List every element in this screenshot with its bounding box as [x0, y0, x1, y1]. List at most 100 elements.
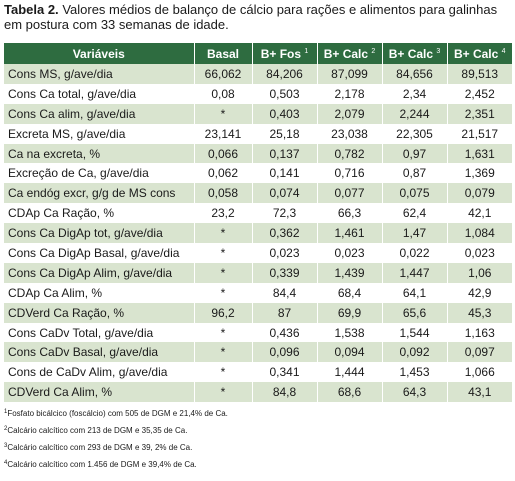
variable-name-cell: Cons CaDv Basal, g/ave/dia — [8, 345, 159, 360]
table-row: CDAp Ca Alim, % * 84,4 68,4 64,1 42,9 — [4, 282, 512, 303]
value-cell: 42,9 — [446, 282, 512, 303]
column-header-label: B+ Calc — [388, 46, 434, 61]
variable-name-cell: Cons MS, g/ave/dia — [8, 66, 113, 81]
footnote-marker: 4 — [4, 460, 8, 466]
value-cell: * — [193, 103, 252, 124]
variable-name-cell: Cons Ca DigAp Basal, g/ave/dia — [8, 245, 180, 260]
variable-name-cell: Cons CaDv Total, g/ave/dia — [8, 325, 154, 340]
variable-name-cell: Cons Ca DigAp tot, g/ave/dia — [8, 226, 163, 241]
value-cell: 22,305 — [381, 123, 447, 144]
value-cell: 0,716 — [316, 163, 382, 184]
value-cell: * — [193, 282, 252, 303]
value-cell: 66,3 — [316, 203, 382, 224]
value-cell: 0,339 — [251, 262, 317, 283]
variable-name-cell: Cons de CaDv Alim, g/ave/dia — [8, 365, 168, 380]
value-cell: 64,1 — [381, 282, 447, 303]
value-cell: 1,163 — [446, 322, 512, 343]
value-cell: 87,099 — [316, 64, 382, 84]
value-cell: 43,1 — [446, 382, 512, 403]
footnote-marker: 1 — [4, 409, 8, 415]
value-cell: 45,3 — [446, 302, 512, 323]
variable-name-cell: Cons Ca DigAp Alim, g/ave/dia — [8, 265, 173, 280]
column-header: B+ Calc 2 — [316, 43, 382, 64]
column-header-footnote-marker: 2 — [371, 47, 376, 55]
column-header-label: Basal — [206, 46, 240, 61]
value-cell: 84,656 — [381, 64, 447, 84]
value-cell: 1,538 — [316, 322, 382, 343]
footnote: 1Fosfato bicálcico (foscálcio) com 505 d… — [4, 404, 509, 421]
variable-name-cell: Cons Ca alim, g/ave/dia — [8, 106, 136, 121]
table-row: CDAp Ca Ração, % 23,2 72,3 66,3 62,4 42,1 — [4, 203, 512, 224]
value-cell: 2,351 — [446, 103, 512, 124]
value-cell: 25,18 — [251, 123, 317, 144]
value-cell: 84,4 — [251, 282, 317, 303]
table-row: Excreção de Ca, g/ave/dia 0,062 0,141 0,716… — [4, 163, 512, 184]
value-cell: 62,4 — [381, 203, 447, 224]
value-cell: * — [193, 262, 252, 283]
table-row: Cons Ca DigAp Alim, g/ave/dia * 0,339 1,439… — [4, 262, 512, 283]
value-cell: 1,453 — [381, 362, 447, 383]
value-cell: 1,447 — [381, 262, 447, 283]
value-cell: 0,023 — [251, 243, 317, 263]
column-header-label: B+ Fos — [260, 46, 302, 61]
variable-name-cell: CDAp Ca Ração, % — [8, 206, 115, 221]
value-cell: 2,452 — [446, 83, 512, 104]
column-header-footnote-marker: 3 — [436, 47, 441, 55]
value-cell: 68,4 — [316, 282, 382, 303]
variable-name-cell: CDVerd Ca Ração, % — [8, 305, 125, 320]
value-cell: 1,06 — [446, 262, 512, 283]
table-header: Variáveis Basal B+ Fos 1 B+ Calc 2 B+ Calc 3… — [4, 43, 512, 64]
value-cell: * — [193, 342, 252, 363]
footnote-text: Calcário calcítico com 1.456 de DGM e 39… — [7, 460, 197, 469]
table-body: Cons MS, g/ave/dia 66,062 84,206 87,099 84,6… — [4, 64, 512, 403]
value-cell: 65,6 — [381, 302, 447, 323]
value-cell: 84,8 — [251, 382, 317, 403]
table-row: Cons CaDv Total, g/ave/dia * 0,436 1,538 1,5… — [4, 322, 512, 343]
value-cell: 2,34 — [381, 83, 447, 104]
table-row: Cons Ca alim, g/ave/dia * 0,403 2,079 2,244 2… — [4, 103, 512, 124]
value-cell: 1,631 — [446, 143, 512, 164]
value-cell: * — [193, 243, 252, 263]
value-cell: 0,092 — [381, 342, 447, 363]
value-cell: 84,206 — [251, 64, 317, 84]
value-cell: 21,517 — [446, 123, 512, 144]
value-cell: 0,023 — [316, 243, 382, 263]
column-header: Basal — [193, 43, 252, 64]
value-cell: 1,084 — [446, 223, 512, 244]
variable-name-cell: Cons Ca total, g/ave/dia — [8, 86, 137, 101]
value-cell: * — [193, 223, 252, 244]
table-caption: Tabela 2. Valores médios de balanço de c… — [4, 2, 509, 32]
footnote-marker: 2 — [4, 426, 8, 432]
table-row: Cons CaDv Basal, g/ave/dia * 0,096 0,094 0,0… — [4, 342, 512, 363]
data-table: Variáveis Basal B+ Fos 1 B+ Calc 2 B+ Calc 3… — [4, 43, 512, 403]
value-cell: 1,444 — [316, 362, 382, 383]
value-cell: 42,1 — [446, 203, 512, 224]
variable-name-cell: Ca na excreta, % — [8, 146, 101, 161]
table-row: Ca endóg excr, g/g de MS cons 0,058 0,074 0… — [4, 183, 512, 204]
column-header-footnote-marker: 4 — [501, 47, 506, 55]
variable-name-cell: CDVerd Ca Alim, % — [8, 385, 113, 400]
footnote: 4Calcário calcítico com 1.456 de DGM e 3… — [4, 455, 509, 472]
value-cell: 0,08 — [193, 83, 252, 104]
column-header-label: B+ Calc — [323, 46, 369, 61]
value-cell: * — [193, 362, 252, 383]
table-row: Cons Ca DigAp tot, g/ave/dia * 0,362 1,461 1… — [4, 223, 512, 244]
value-cell: 0,782 — [316, 143, 382, 164]
value-cell: 0,362 — [251, 223, 317, 244]
value-cell: 0,503 — [251, 83, 317, 104]
value-cell: 1,461 — [316, 223, 382, 244]
value-cell: 0,094 — [316, 342, 382, 363]
value-cell: 0,077 — [316, 183, 382, 204]
value-cell: 0,87 — [381, 163, 447, 184]
value-cell: 87 — [251, 302, 317, 323]
value-cell: 0,403 — [251, 103, 317, 124]
value-cell: 1,369 — [446, 163, 512, 184]
variable-name-cell: Ca endóg excr, g/g de MS cons — [8, 186, 176, 201]
caption-text: Valores médios de balanço de cálcio para… — [4, 2, 498, 32]
column-header: Variáveis — [4, 43, 194, 64]
value-cell: 68,6 — [316, 382, 382, 403]
value-cell: 64,3 — [381, 382, 447, 403]
value-cell: 23,141 — [193, 123, 252, 144]
value-cell: 1,439 — [316, 262, 382, 283]
footnotes: 1Fosfato bicálcico (foscálcio) com 505 d… — [4, 404, 509, 472]
